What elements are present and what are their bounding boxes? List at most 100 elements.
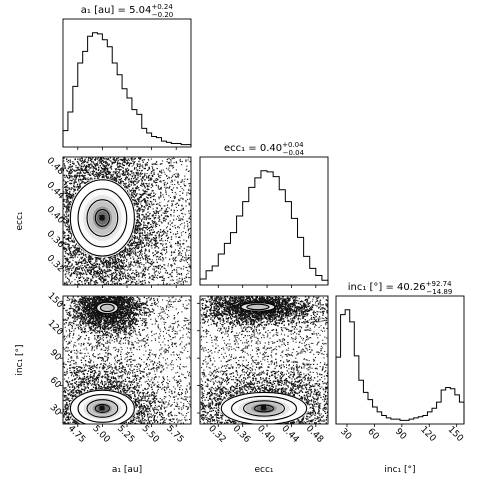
sample-point <box>126 187 128 189</box>
sample-point <box>171 276 173 278</box>
sample-point <box>78 168 80 170</box>
sample-point <box>137 212 139 215</box>
sample-point <box>109 280 111 282</box>
sample-point <box>166 186 168 189</box>
sample-point <box>81 167 83 170</box>
sample-point <box>132 247 134 249</box>
sample-point <box>125 158 127 160</box>
sample-point <box>95 270 97 273</box>
sample-point <box>79 275 81 277</box>
sample-point <box>141 250 143 252</box>
sample-point <box>126 160 129 162</box>
sample-point <box>136 274 138 276</box>
sample-point <box>185 276 187 278</box>
sample-point <box>104 175 106 177</box>
sample-point <box>180 232 182 234</box>
sample-point <box>72 245 74 247</box>
sample-point <box>74 250 76 252</box>
sample-point <box>82 273 84 275</box>
sample-point <box>162 180 164 182</box>
sample-point <box>103 262 105 264</box>
sample-point <box>136 173 138 175</box>
sample-point <box>130 245 132 247</box>
sample-point <box>83 161 85 163</box>
sample-point <box>103 169 105 171</box>
sample-point <box>74 256 76 258</box>
sample-point <box>140 239 142 242</box>
sample-point <box>89 255 92 257</box>
sample-point <box>88 173 91 175</box>
sample-point <box>116 177 118 179</box>
sample-point <box>159 176 161 179</box>
sample-point <box>172 157 174 159</box>
sample-point <box>108 164 110 166</box>
sample-point <box>65 202 67 204</box>
sample-point <box>146 162 148 164</box>
sample-point <box>66 177 69 179</box>
sample-point <box>153 192 155 194</box>
sample-point <box>146 234 149 236</box>
sample-point <box>96 263 98 265</box>
sample-point <box>96 271 98 273</box>
sample-point <box>75 181 77 183</box>
sample-point <box>125 182 127 185</box>
sample-point <box>102 170 104 172</box>
sample-point <box>133 193 135 195</box>
sample-point <box>85 171 88 173</box>
sample-point <box>171 200 173 202</box>
sample-point <box>149 240 151 242</box>
sample-point <box>134 231 137 233</box>
sample-point <box>132 199 134 201</box>
sample-point <box>133 247 135 249</box>
sample-point <box>167 263 169 265</box>
sample-point <box>100 275 102 278</box>
sample-point <box>88 165 90 167</box>
sample-point <box>118 258 120 261</box>
sample-point <box>176 202 178 204</box>
sample-point <box>101 167 103 169</box>
sample-point <box>92 171 95 173</box>
sample-point <box>99 268 101 270</box>
sample-point <box>174 227 177 229</box>
sample-point <box>99 264 101 266</box>
sample-point <box>133 158 135 160</box>
sample-point <box>179 194 181 196</box>
sample-point <box>172 280 174 282</box>
sample-point <box>65 265 67 267</box>
sample-point <box>63 203 65 206</box>
sample-point <box>66 258 68 260</box>
sample-point <box>85 279 87 281</box>
sample-point <box>187 230 189 232</box>
sample-point <box>129 185 131 187</box>
sample-point <box>90 259 92 261</box>
sample-point <box>112 258 114 261</box>
sample-point <box>88 163 90 166</box>
sample-point <box>111 272 113 274</box>
sample-point <box>170 279 172 281</box>
sample-point <box>126 259 128 261</box>
sample-point <box>91 268 94 270</box>
sample-point <box>70 188 72 191</box>
sample-point <box>173 269 175 271</box>
sample-point <box>69 201 72 203</box>
sample-point <box>173 211 175 213</box>
sample-point <box>95 272 97 274</box>
sample-point <box>111 278 113 280</box>
sample-point <box>81 269 84 272</box>
sample-point <box>132 244 134 246</box>
sample-point <box>113 158 115 161</box>
sample-point <box>87 179 89 181</box>
sample-point <box>118 162 121 164</box>
sample-point <box>84 172 86 175</box>
sample-point <box>96 273 98 275</box>
sample-point <box>65 282 67 284</box>
sample-point <box>67 268 69 270</box>
title-upper-error: +0.04 <box>282 141 304 149</box>
sample-point <box>67 218 69 220</box>
sample-point <box>181 218 183 220</box>
sample-point <box>160 235 162 237</box>
sample-point <box>140 242 142 244</box>
sample-point <box>185 161 187 163</box>
sample-point <box>186 168 188 170</box>
sample-point <box>142 270 144 272</box>
